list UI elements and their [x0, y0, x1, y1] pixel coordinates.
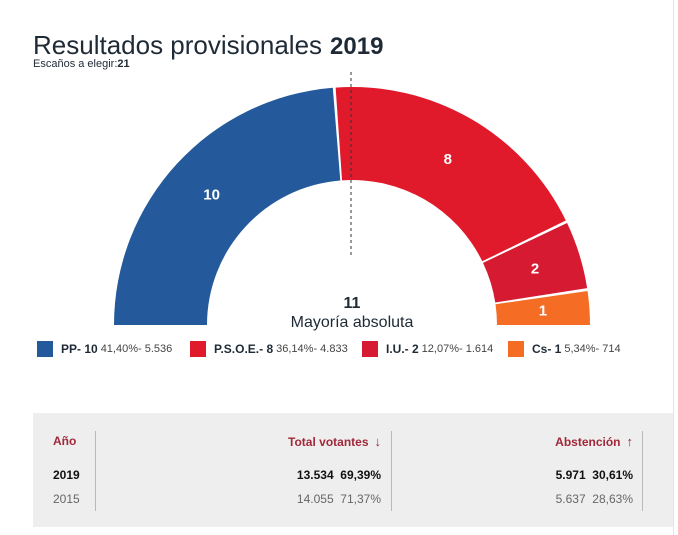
row-2019-voters-count: 13.534 [296, 468, 334, 482]
seat-label-iu: 2 [531, 261, 539, 278]
row-2019-abstention-pct: 30,61% [592, 468, 633, 482]
title-text: Resultados provisionales [33, 30, 323, 60]
row-2015-abstention-count: 5.637 [555, 492, 586, 506]
seat-labels: 10 8 2 1 [203, 151, 547, 320]
header-abstention[interactable]: Abstención ↑ [555, 434, 633, 449]
legend-detail-psoe: 36,14%- 4.833 [276, 343, 348, 355]
arc-iu [483, 223, 588, 303]
turnout-table: Año Total votantes ↓ Abstención ↑ 2019 13.… [33, 413, 673, 527]
legend-item-cs: Cs- 1 5,34%- 714 [508, 341, 621, 357]
hemicycle-arcs [114, 87, 590, 325]
right-border [673, 0, 674, 535]
sort-down-arrow-icon: ↓ [374, 434, 382, 449]
column-separator [391, 431, 392, 511]
seat-label-pp: 10 [203, 187, 220, 204]
title-year: 2019 [330, 33, 384, 60]
row-2015-voters-pct: 71,37% [340, 492, 381, 506]
header-year: Año [53, 434, 77, 448]
header-abstention-label: Abstención [555, 435, 621, 449]
majority-value: 11 [344, 295, 361, 312]
legend-detail-pp: 41,40%- 5.536 [100, 343, 173, 355]
header-total-voters-label: Total votantes [288, 435, 369, 449]
row-2019-abstention: 5.971 30,61% [556, 468, 633, 482]
row-2015-voters-count: 14.055 [296, 492, 334, 506]
legend-label-cs: Cs- 1 [532, 342, 562, 356]
legend-item-psoe: P.S.O.E.- 8 36,14%- 4.833 [190, 341, 348, 357]
page-title: Resultados provisionales 2019 [33, 30, 383, 61]
arc-cs [495, 290, 590, 325]
seats-total: 21 [117, 58, 130, 70]
legend-swatch-iu [362, 341, 378, 357]
row-2015-voters: 14.055 71,37% [297, 492, 381, 506]
majority-label: Mayoría absoluta [291, 314, 414, 331]
legend-swatch-psoe [190, 341, 206, 357]
legend-detail-iu: 12,07%- 1.614 [421, 343, 494, 355]
hemicycle-chart: 10 8 2 1 11 Mayoría absoluta [114, 72, 590, 331]
legend-swatch-cs [508, 341, 524, 357]
legend-label-iu: I.U.- 2 [386, 342, 419, 356]
seat-label-cs: 1 [539, 303, 547, 320]
row-2015-year: 2015 [53, 492, 80, 506]
legend-swatch-pp [37, 341, 53, 357]
row-2015-abstention: 5.637 28,63% [556, 492, 633, 506]
seat-label-psoe: 8 [444, 151, 452, 168]
row-2019-voters-pct: 69,39% [340, 468, 381, 482]
legend-label-pp: PP- 10 [61, 342, 98, 356]
legend-item-iu: I.U.- 2 12,07%- 1.614 [362, 341, 493, 357]
row-2019-year: 2019 [53, 468, 80, 482]
column-separator [95, 431, 96, 511]
seats-label: Escaños a elegir: [33, 58, 118, 70]
legend: PP- 10 41,40%- 5.536 P.S.O.E.- 8 36,14%-… [37, 341, 677, 361]
legend-item-pp: PP- 10 41,40%- 5.536 [37, 341, 172, 357]
arc-psoe [335, 87, 566, 262]
row-2019-voters: 13.534 69,39% [297, 468, 381, 482]
legend-label-psoe: P.S.O.E.- 8 [214, 342, 274, 356]
seats-to-elect: Escaños a elegir:21 [33, 58, 130, 70]
arc-pp [114, 87, 341, 325]
header-total-voters[interactable]: Total votantes ↓ [288, 434, 381, 449]
legend-detail-cs: 5,34%- 714 [564, 343, 621, 355]
row-2015-abstention-pct: 28,63% [592, 492, 633, 506]
column-separator [642, 431, 643, 511]
row-2019-abstention-count: 5.971 [555, 468, 586, 482]
sort-up-arrow-icon: ↑ [626, 434, 634, 449]
